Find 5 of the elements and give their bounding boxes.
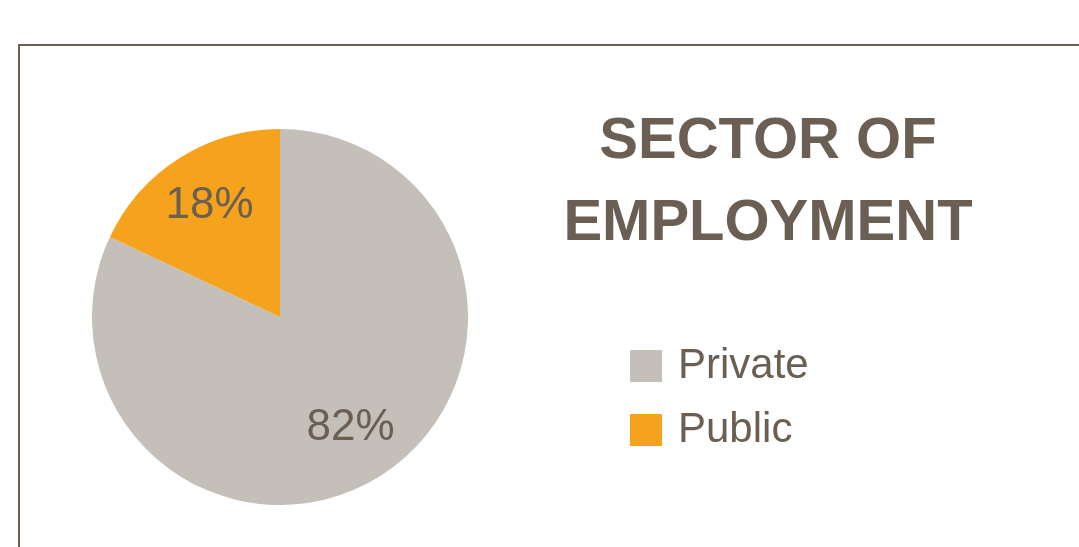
legend-label: Public	[678, 403, 793, 451]
data-label: 18%	[165, 178, 254, 228]
chart-title: SECTOR OF EMPLOYMENT	[563, 105, 973, 252]
data-label: 82%	[306, 400, 395, 450]
legend-label: Private	[678, 339, 809, 387]
